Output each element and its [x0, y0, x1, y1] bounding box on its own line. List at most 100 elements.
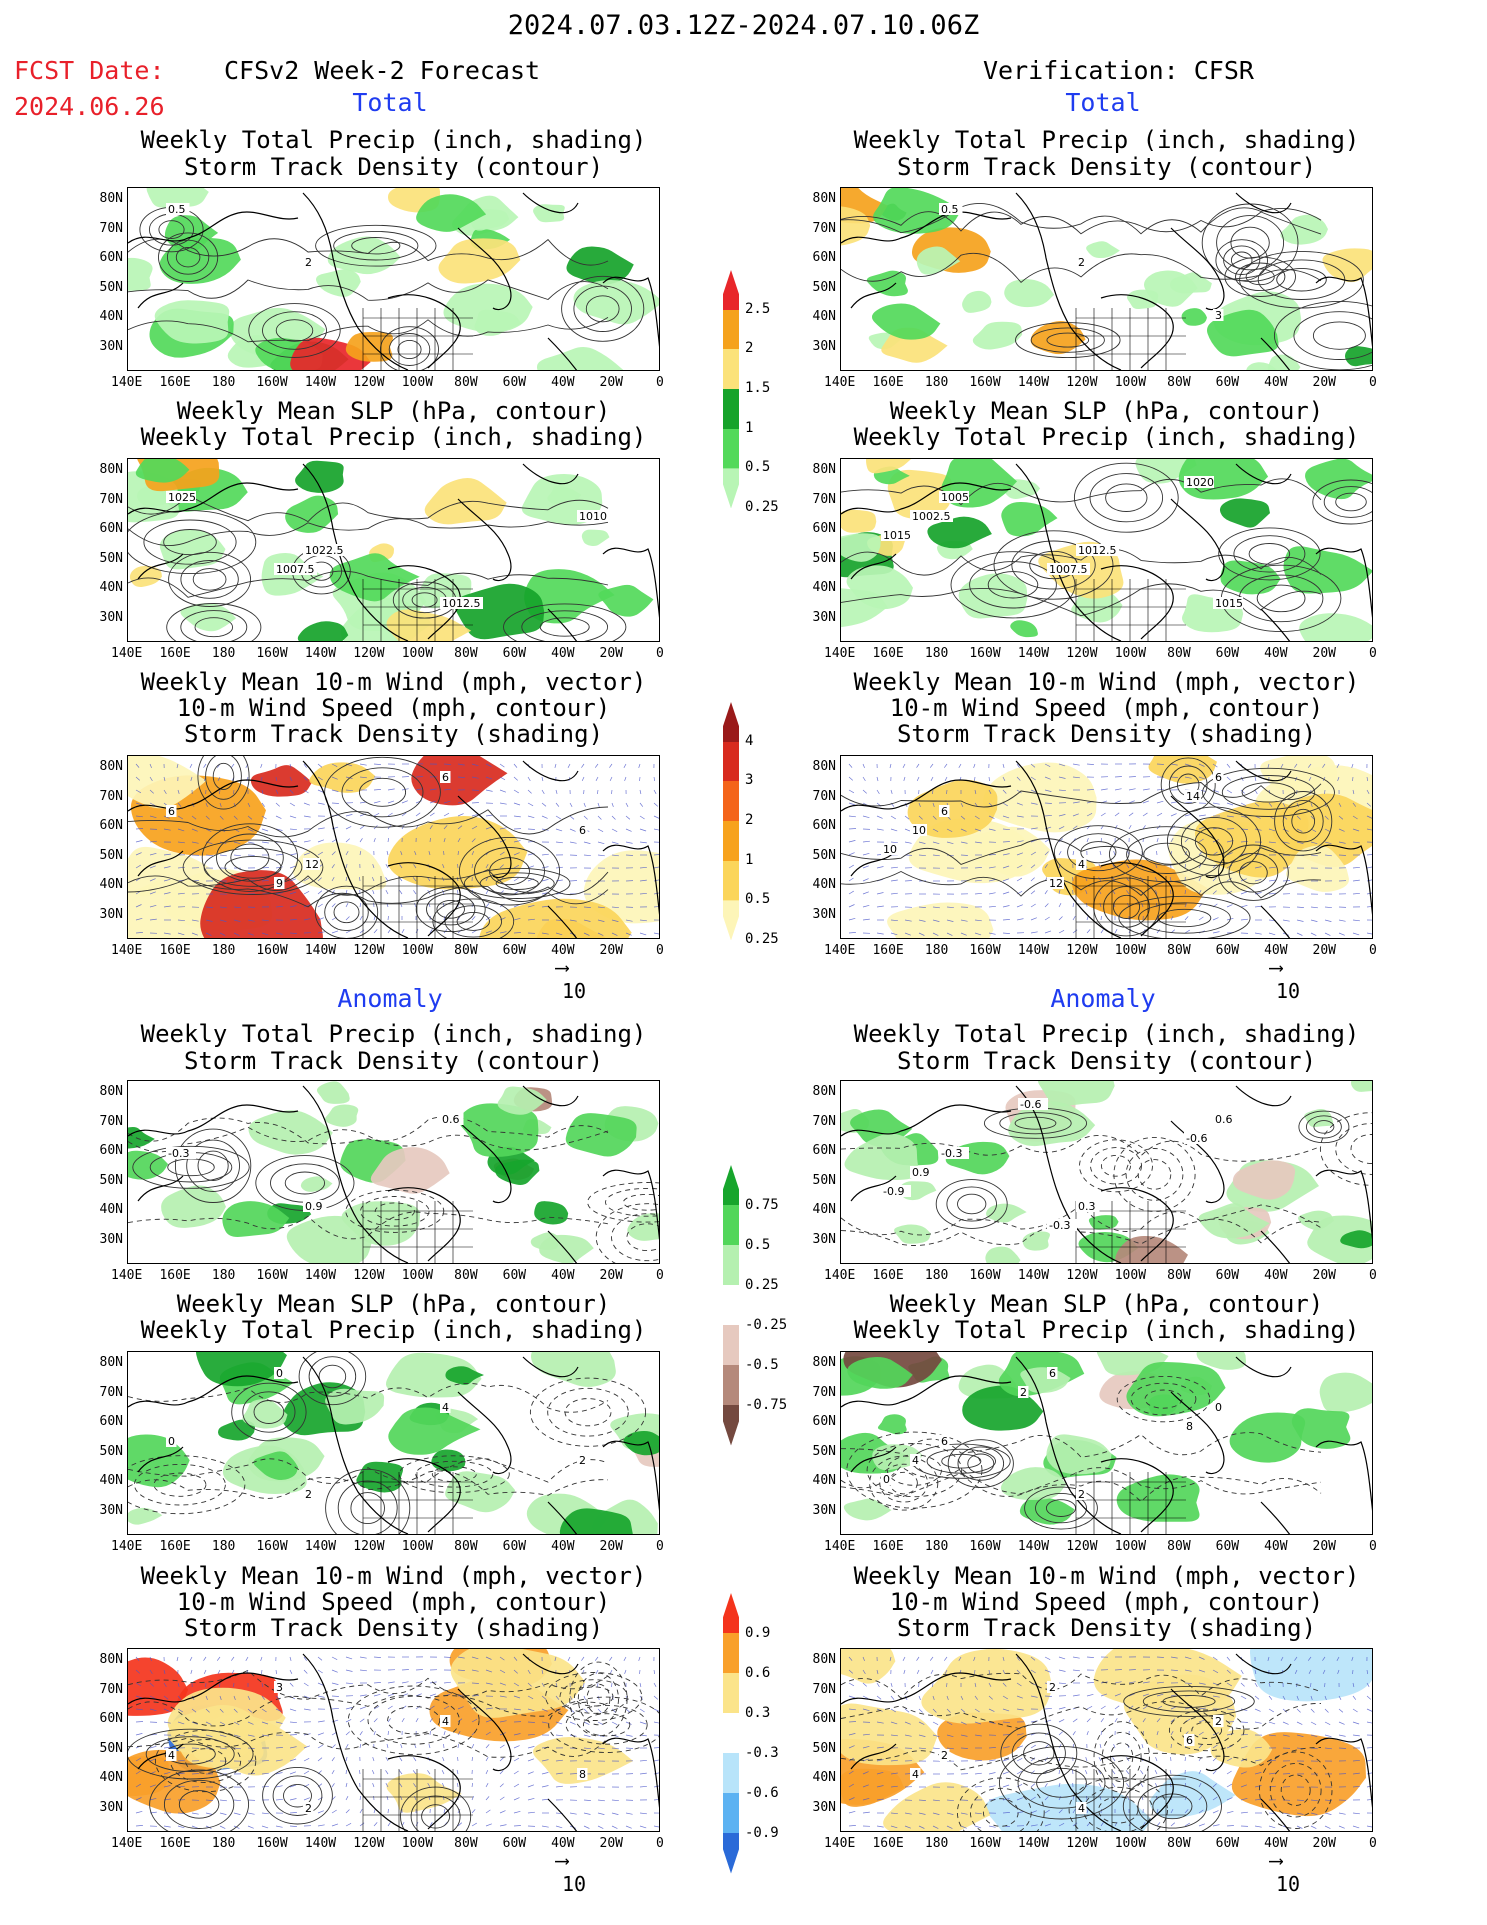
- map-field: 2 4 2 4 2 6: [841, 1649, 1372, 1831]
- shaded-region: [253, 1451, 299, 1481]
- shaded-region: [916, 246, 961, 275]
- y-tick-label: 40N: [99, 1770, 123, 1785]
- colorbar-label: -0.25: [745, 1317, 788, 1333]
- colorbar-label: 2: [745, 340, 754, 357]
- contour-label: 2: [305, 256, 312, 269]
- contour-label: 0.3: [1078, 1200, 1096, 1213]
- y-tick-label: 80N: [99, 759, 123, 774]
- colorbar-segment: [723, 1833, 739, 1874]
- x-tick-label: 40W: [551, 646, 575, 661]
- x-tick-label: 180: [924, 646, 949, 661]
- shaded-region: [1298, 1210, 1334, 1231]
- shaded-region: [128, 846, 215, 897]
- x-tick-label: 100W: [401, 1268, 434, 1283]
- x-tick-label: 180: [924, 375, 949, 390]
- x-tick-label: 0: [656, 943, 664, 958]
- contour-label: 6: [1215, 771, 1222, 784]
- contour-label: 6: [1186, 1734, 1193, 1747]
- x-tick-label: 60W: [1215, 1836, 1240, 1851]
- colorbar-segment: [723, 1245, 739, 1286]
- contour-label: 6: [941, 805, 948, 818]
- shaded-region: [583, 850, 659, 924]
- x-tick-label: 20W: [1312, 1539, 1337, 1554]
- colorbar-label: 0.25: [745, 1277, 779, 1293]
- contour-label: 0: [276, 1367, 283, 1380]
- x-tick-label: 20W: [599, 375, 624, 390]
- contour-label: 0: [168, 1435, 175, 1448]
- x-tick-label: 0: [656, 646, 664, 661]
- y-tick-label: 60N: [812, 250, 836, 265]
- x-tick-label: 180: [924, 1268, 949, 1283]
- shaded-region: [1088, 1215, 1119, 1230]
- shaded-region: [386, 1773, 462, 1813]
- shaded-region: [985, 1246, 1021, 1263]
- shaded-region: [1116, 1474, 1200, 1522]
- forecast-period: 2024.07.03.12Z-2024.07.10.06Z: [507, 10, 980, 41]
- y-tick-label: 50N: [812, 1172, 836, 1188]
- contour-label: 14: [1186, 790, 1200, 803]
- x-tick-label: 160W: [969, 375, 1001, 390]
- shaded-region: [1249, 1649, 1372, 1702]
- x-tick-label: 100W: [1114, 646, 1147, 661]
- shaded-region: [1260, 756, 1338, 794]
- colorbar-label: 2.5: [745, 300, 771, 317]
- colorbar-segment: [723, 781, 739, 822]
- colorbar-label: 1.5: [745, 380, 771, 396]
- colorbar-segment: [723, 468, 739, 509]
- colorbar: [723, 270, 739, 509]
- shaded-region: [972, 321, 1023, 350]
- shaded-region: [847, 1357, 913, 1389]
- map-field: 6 4 6 10 12 14 10: [841, 756, 1372, 938]
- shaded-region: [986, 1203, 1027, 1223]
- shaded-region: [1344, 346, 1372, 367]
- y-tick-label: 30N: [99, 1799, 123, 1815]
- shaded-region: [445, 1366, 484, 1385]
- contour-label: -0.3: [941, 1147, 962, 1160]
- panel-title: 10-m Wind Speed (mph, contour): [889, 694, 1324, 722]
- shaded-region: [841, 1649, 896, 1684]
- panel-title: Weekly Total Precip (inch, shading): [853, 126, 1360, 154]
- contour-label: -0.6: [1020, 1098, 1041, 1111]
- shaded-region: [1267, 354, 1301, 370]
- shaded-region: [159, 529, 226, 570]
- x-tick-label: 140W: [304, 375, 337, 390]
- contour-label: 2: [1078, 1488, 1085, 1501]
- shaded-region: [1001, 501, 1058, 537]
- colorbar-label: 0.3: [745, 1705, 771, 1721]
- shaded-region: [146, 188, 209, 208]
- x-tick-label: 100W: [1114, 1836, 1147, 1851]
- contour-label: 0: [883, 1473, 890, 1486]
- x-tick-label: 140E: [111, 375, 143, 390]
- y-tick-label: 50N: [812, 1443, 836, 1459]
- y-tick-label: 80N: [99, 1652, 123, 1667]
- x-tick-label: 180: [211, 1836, 236, 1851]
- x-tick-label: 100W: [401, 375, 434, 390]
- map-panel: 1005 1012.5 1015 1002.5 1007.5 1020 1015: [840, 458, 1373, 642]
- x-tick-label: 80W: [454, 375, 478, 390]
- panel-title: Weekly Total Precip (inch, shading): [140, 423, 647, 451]
- x-tick-label: 140E: [111, 1539, 143, 1554]
- x-tick-label: 160E: [159, 375, 191, 390]
- x-tick-label: 80W: [1167, 646, 1191, 661]
- contour-label: 1025: [168, 491, 196, 504]
- contour-label: 3: [1215, 309, 1222, 322]
- shaded-region: [1148, 756, 1217, 784]
- y-tick-label: 70N: [99, 1113, 123, 1129]
- colorbar-segment: [723, 428, 739, 469]
- x-tick-label: 160W: [969, 1836, 1001, 1851]
- shaded-region: [1046, 1434, 1112, 1475]
- shaded-region: [1010, 620, 1038, 638]
- x-tick-label: 0: [656, 1268, 664, 1283]
- x-tick-label: 180: [211, 646, 236, 661]
- x-tick-label: 140W: [1017, 1836, 1050, 1851]
- x-tick-label: 180: [211, 943, 236, 958]
- shaded-region: [128, 1434, 190, 1488]
- shaded-region: [1086, 241, 1120, 259]
- fcst-date: 2024.06.26: [14, 92, 165, 121]
- y-tick-label: 60N: [99, 818, 123, 833]
- x-tick-label: 160W: [969, 1539, 1001, 1554]
- contour-label: 2: [1020, 1386, 1027, 1399]
- shaded-region: [1291, 1408, 1351, 1449]
- panel-title: Weekly Mean 10-m Wind (mph, vector): [853, 668, 1360, 696]
- panel-title: Weekly Mean 10-m Wind (mph, vector): [140, 668, 647, 696]
